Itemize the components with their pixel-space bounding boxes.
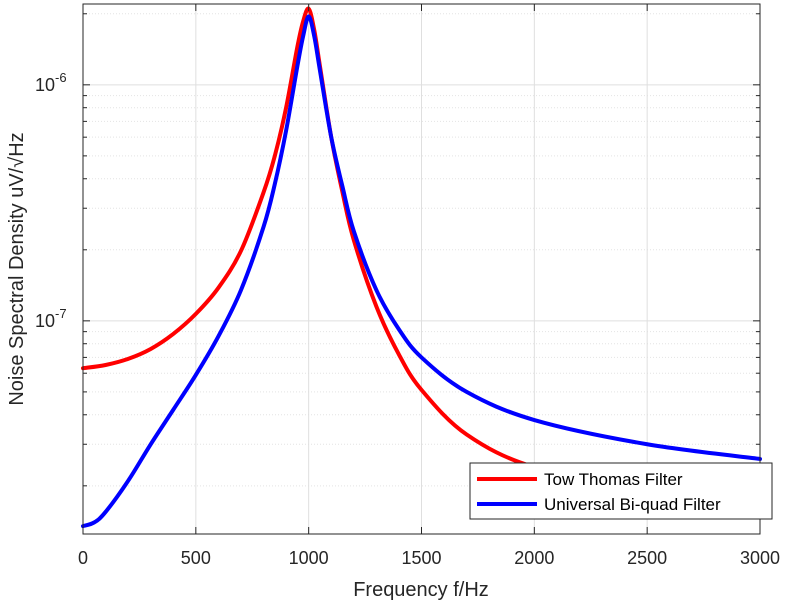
x-tick-label: 500 xyxy=(181,548,211,568)
legend: Tow Thomas Filter Universal Bi-quad Filt… xyxy=(469,462,773,520)
x-axis: 0 500 1000 1500 2000 2500 3000 xyxy=(78,4,780,568)
x-axis-title: Frequency f/Hz xyxy=(353,579,489,601)
x-tick-label: 2500 xyxy=(627,548,667,568)
x-tick-label: 1500 xyxy=(401,548,441,568)
y-axis-title: Noise Spectral Density uV/√Hz xyxy=(6,132,28,405)
x-tick-label: 1000 xyxy=(289,548,329,568)
y-tick-label: 10-7 xyxy=(35,306,67,331)
y-axis: 10-7 10-6 xyxy=(35,70,760,331)
x-tick-label: 0 xyxy=(78,548,88,568)
x-tick-label: 2000 xyxy=(514,548,554,568)
series-line-universal-biquad xyxy=(81,14,762,529)
x-tick-label: 3000 xyxy=(740,548,780,568)
legend-box xyxy=(469,462,773,520)
legend-label-tow-thomas: Tow Thomas Filter xyxy=(544,470,683,489)
y-tick-label: 10-6 xyxy=(35,70,67,95)
legend-label-universal-biquad: Universal Bi-quad Filter xyxy=(544,495,721,514)
